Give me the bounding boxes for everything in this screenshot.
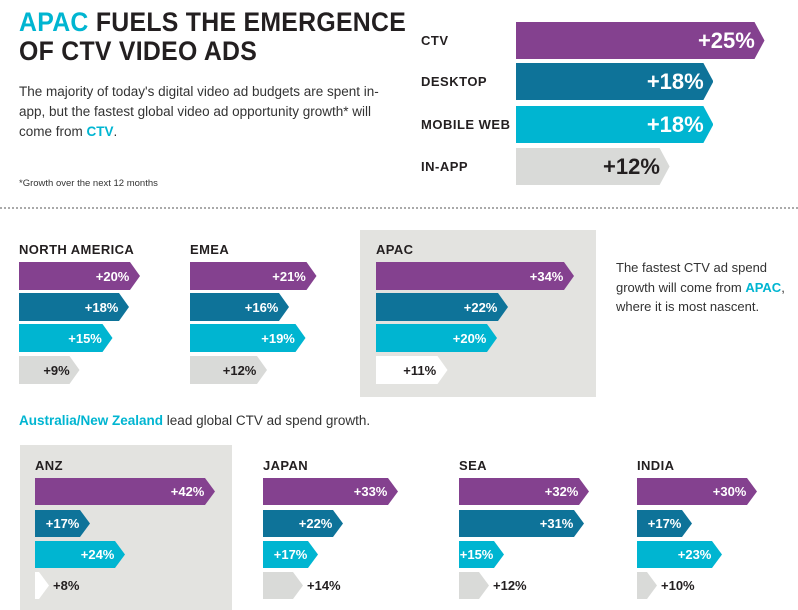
sea-bar-mobile-web — [459, 541, 504, 568]
category-label: CTV — [421, 32, 449, 48]
footnote: *Growth over the next 12 months — [19, 178, 158, 189]
side-note-accent: APAC — [745, 279, 782, 295]
title-line2: OF CTV VIDEO ADS — [19, 36, 258, 66]
value-label: +22% — [463, 299, 498, 315]
japan-bar-desktop — [263, 510, 343, 537]
page-title: APAC FUELS THE EMERGENCE OF CTV VIDEO ADS — [19, 8, 406, 66]
global-bar-desktop — [516, 63, 713, 100]
value-label: +17% — [647, 516, 682, 532]
emea-bar-ctv — [190, 262, 317, 290]
value-label: +18% — [646, 68, 704, 94]
global-bar-mobile-web — [516, 106, 713, 143]
anz-bar-mobile-web — [35, 541, 125, 568]
north-america-bar-in-app — [19, 356, 80, 384]
value-label: +16% — [244, 299, 279, 315]
value-label: +11% — [403, 362, 437, 378]
anz-heading: ANZ — [35, 458, 63, 473]
side-note: The fastest CTV ad spend growth will com… — [616, 258, 786, 317]
value-label: +18% — [84, 299, 119, 315]
value-label: +17% — [273, 547, 308, 563]
value-label: +20% — [452, 330, 487, 346]
value-label: +9% — [43, 362, 70, 378]
category-label: MOBILE WEB — [421, 116, 511, 132]
japan-bar-ctv — [263, 478, 398, 505]
value-label: +23% — [677, 547, 712, 563]
india-bar-in-app — [637, 572, 657, 599]
india-bar-mobile-web — [637, 541, 722, 568]
intro-text: The majority of today's digital video ad… — [19, 82, 399, 142]
dotted-divider — [0, 207, 798, 209]
emea-bar-desktop — [190, 293, 289, 321]
subheading-accent: Australia/New Zealand — [19, 413, 164, 428]
japan-bar-mobile-web — [263, 541, 318, 568]
value-label: +17% — [45, 516, 80, 532]
title-line1: FUELS THE EMERGENCE — [88, 7, 407, 37]
india-heading: INDIA — [637, 458, 675, 473]
intro-body: The majority of today's digital video ad… — [19, 84, 379, 139]
value-label: +32% — [544, 484, 579, 500]
side-note-pre: The fastest CTV ad spend growth will com… — [616, 260, 768, 295]
anz-bar-ctv — [35, 478, 215, 505]
value-label: +12% — [493, 578, 527, 594]
emea-bar-in-app — [190, 356, 267, 384]
emea-heading: EMEA — [190, 242, 230, 257]
value-label: +12% — [222, 362, 257, 378]
india-bar-desktop — [637, 510, 692, 537]
apac-heading: APAC — [376, 242, 414, 257]
value-label: +21% — [272, 268, 306, 284]
north-america-bar-ctv — [19, 262, 140, 290]
apac-bar-ctv — [376, 262, 574, 290]
category-label: IN-APP — [421, 158, 469, 174]
value-label: +15% — [68, 330, 102, 346]
sea-bar-ctv — [459, 478, 589, 505]
value-label: +12% — [603, 153, 660, 179]
value-label: +33% — [353, 484, 388, 500]
north-america-heading: NORTH AMERICA — [19, 242, 135, 257]
value-label: +42% — [170, 484, 205, 500]
subheading: Australia/New Zealand lead global CTV ad… — [19, 413, 370, 428]
apac-bar-in-app — [376, 356, 448, 384]
value-label: +19% — [261, 330, 295, 346]
emea-bar-mobile-web — [190, 324, 306, 352]
anz-bar-desktop — [35, 510, 90, 537]
value-label: +14% — [307, 578, 341, 594]
india-bar-ctv — [637, 478, 757, 505]
japan-heading: JAPAN — [263, 458, 309, 473]
value-label: +10% — [661, 578, 695, 594]
title-accent: APAC — [19, 7, 89, 37]
value-label: +31% — [539, 516, 574, 532]
sea-heading: SEA — [459, 458, 487, 473]
value-label: +20% — [95, 268, 130, 284]
value-label: +25% — [697, 27, 755, 53]
intro-end: . — [113, 124, 118, 139]
subheading-rest: lead global CTV ad spend growth. — [163, 413, 371, 428]
value-label: +18% — [646, 111, 704, 137]
side-note-post: , where it is most nascent. — [616, 279, 785, 315]
japan-bar-in-app — [263, 572, 303, 599]
value-label: +30% — [712, 484, 747, 500]
global-bar-ctv — [516, 22, 765, 59]
north-america-bar-mobile-web — [19, 324, 113, 352]
value-label: +15% — [459, 547, 494, 563]
value-label: +34% — [529, 268, 564, 284]
global-bar-in-app — [516, 148, 670, 185]
north-america-bar-desktop — [19, 293, 129, 321]
value-label: +22% — [298, 516, 333, 532]
sea-bar-desktop — [459, 510, 584, 537]
apac-bar-desktop — [376, 293, 508, 321]
intro-accent: CTV — [86, 124, 114, 139]
sea-bar-in-app — [459, 572, 489, 599]
category-label: DESKTOP — [421, 73, 488, 89]
value-label: +8% — [53, 578, 80, 594]
value-label: +24% — [80, 547, 115, 563]
apac-bar-mobile-web — [376, 324, 497, 352]
